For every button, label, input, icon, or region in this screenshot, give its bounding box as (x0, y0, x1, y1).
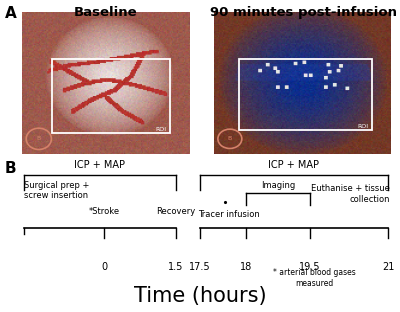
Text: 17.5: 17.5 (189, 262, 211, 272)
Text: Tracer infusion: Tracer infusion (198, 210, 260, 219)
Text: ICP + MAP: ICP + MAP (268, 160, 320, 170)
Text: Euthanise + tissue
collection: Euthanise + tissue collection (311, 184, 390, 204)
Text: 18: 18 (240, 262, 252, 272)
Text: ROI: ROI (358, 124, 369, 129)
Text: * arterial blood gases
measured: * arterial blood gases measured (273, 268, 355, 288)
Text: Baseline: Baseline (74, 6, 138, 19)
Text: B: B (5, 161, 16, 176)
Text: A: A (5, 6, 16, 21)
Bar (239, 59, 372, 130)
Text: 90 minutes post-infusion: 90 minutes post-infusion (210, 6, 398, 19)
Text: 19.5: 19.5 (299, 262, 321, 272)
Text: ICP + MAP: ICP + MAP (74, 160, 126, 170)
Text: B: B (37, 136, 41, 141)
Text: 1.5: 1.5 (168, 262, 184, 272)
Text: B: B (228, 136, 232, 141)
Bar (52, 59, 170, 133)
Text: 0: 0 (101, 262, 107, 272)
Text: Imaging: Imaging (261, 181, 295, 189)
Text: Time (hours): Time (hours) (134, 286, 266, 306)
Text: ROI: ROI (155, 127, 166, 132)
Text: Recovery: Recovery (156, 207, 196, 216)
Text: *Stroke: *Stroke (88, 207, 120, 216)
Text: 21: 21 (382, 262, 394, 272)
Text: Surgical prep +
screw insertion: Surgical prep + screw insertion (24, 181, 89, 201)
